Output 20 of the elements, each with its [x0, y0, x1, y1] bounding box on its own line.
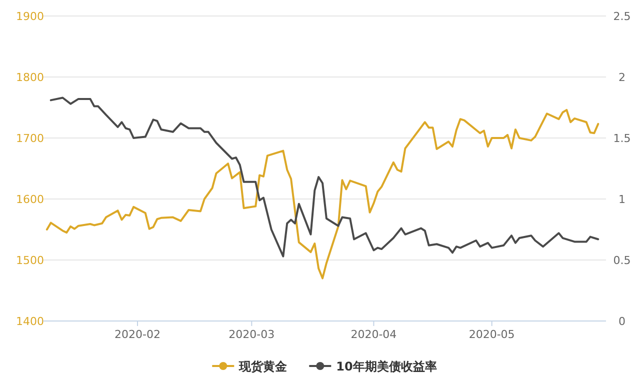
y-tick-label: 1600 — [16, 193, 44, 206]
x-tick-label: 2020-02 — [114, 328, 160, 341]
y2-tick-label: 2.5 — [613, 10, 631, 23]
y-tick-label: 1700 — [16, 132, 44, 145]
y-tick-label: 1500 — [16, 254, 44, 267]
y-tick-label: 1800 — [16, 71, 44, 84]
line-series — [46, 108, 600, 280]
x-tick-label: 2020-04 — [350, 328, 397, 341]
x-tick-label: 2020-03 — [228, 328, 275, 341]
x-tick-label: 2020-05 — [468, 328, 515, 341]
legend-label: 现货黄金 — [238, 360, 288, 374]
y2-tick-label: 0 — [618, 315, 626, 328]
y-tick-label: 1400 — [16, 315, 44, 328]
y2-tick-label: 1 — [618, 193, 626, 206]
y-tick-label: 1900 — [16, 10, 44, 23]
line-series — [50, 96, 600, 258]
legend-label: 10年期美债收益率 — [336, 360, 437, 374]
y2-tick-label: 0.5 — [613, 254, 631, 267]
y2-tick-label: 2 — [618, 71, 626, 84]
y2-tick-label: 1.5 — [613, 132, 631, 145]
